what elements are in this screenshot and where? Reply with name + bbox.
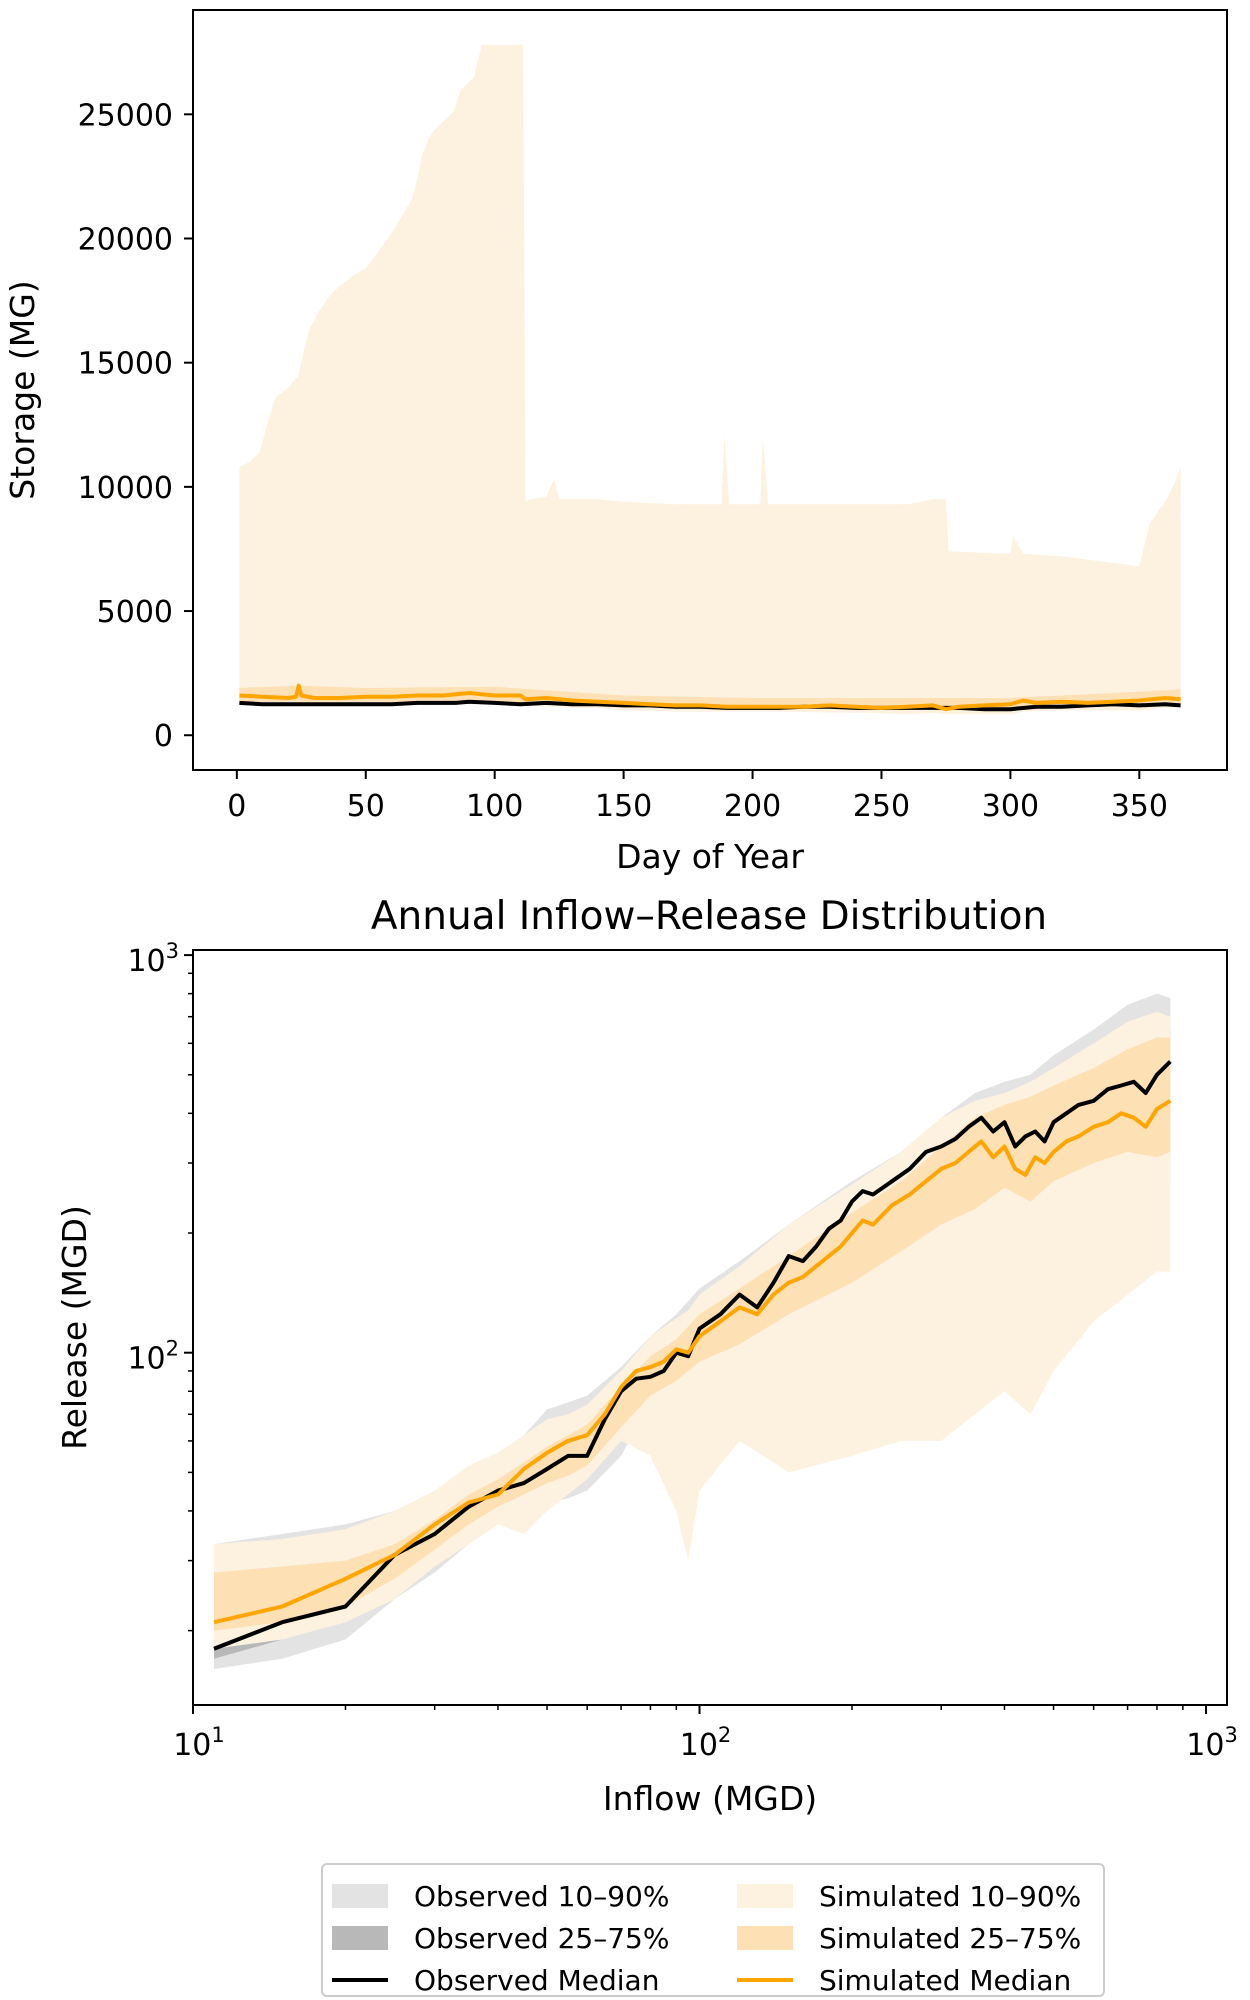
inflow-release-panel: Annual Inflow–Release Distribution 101 10… (55, 894, 1238, 1818)
x-tick-label: 103 (1186, 1723, 1238, 1763)
y-tick-label: 102 (127, 1337, 179, 1377)
legend-item: Observed Median (332, 1964, 659, 1997)
y-tick-label: 20000 (78, 222, 173, 257)
legend-item: Simulated 10–90% (737, 1880, 1081, 1913)
y-axis-label: Storage (MG) (3, 280, 42, 499)
legend-label: Observed 25–75% (414, 1922, 669, 1955)
x-tick-label: 300 (982, 789, 1039, 824)
legend-item: Observed 25–75% (332, 1922, 669, 1955)
x-tick-label: 0 (227, 789, 246, 824)
storage-panel: 0 50 100 150 200 250 300 350 0 5000 10000 15000 2000… (3, 9, 1228, 876)
legend-swatch (737, 1884, 793, 1908)
legend-swatch (332, 1926, 388, 1950)
x-tick-label: 102 (680, 1723, 732, 1763)
x-axis-label: Inflow (MGD) (603, 1779, 817, 1818)
legend-label: Simulated Median (819, 1964, 1071, 1997)
y-tick-label: 15000 (78, 347, 173, 382)
chart-title: Annual Inflow–Release Distribution (371, 894, 1047, 939)
x-tick-label: 101 (173, 1723, 225, 1763)
release-line-observed-median (213, 1060, 1172, 1651)
y-tick-label: 0 (154, 719, 173, 754)
x-tick-label: 350 (1111, 789, 1168, 824)
y-tick-label: 103 (127, 939, 179, 979)
x-tick-label: 200 (724, 789, 781, 824)
storage-band-simulated-10-90 (239, 44, 1181, 715)
release-band-simulated-25-75 (214, 1037, 1171, 1631)
x-axis-label: Day of Year (616, 837, 804, 876)
legend-item: Simulated 25–75% (737, 1922, 1081, 1955)
legend: Observed 10–90% Observed 25–75% Observed M… (321, 1863, 1105, 1997)
legend-item: Observed 10–90% (332, 1880, 669, 1913)
legend-label: Observed Median (414, 1964, 659, 1997)
x-tick-label: 100 (466, 789, 523, 824)
x-tick-label: 150 (595, 789, 652, 824)
legend-swatch (332, 1884, 388, 1908)
legend-label: Simulated 10–90% (819, 1880, 1081, 1913)
y-axis-label: Release (MGD) (55, 1205, 94, 1450)
x-tick-label: 250 (853, 789, 910, 824)
legend-label: Observed 10–90% (414, 1880, 669, 1913)
y-tick-label: 10000 (78, 471, 173, 506)
release-plot-frame (192, 949, 1228, 1706)
x-tick-label: 50 (347, 789, 385, 824)
y-tick-label: 25000 (78, 98, 173, 133)
storage-line-simulated-median (239, 683, 1181, 712)
release-line-simulated-median (213, 1099, 1172, 1625)
storage-plot-frame (192, 9, 1228, 771)
legend-item: Simulated Median (737, 1964, 1071, 1997)
legend-swatch (737, 1926, 793, 1950)
y-tick-label: 5000 (97, 595, 173, 630)
legend-frame (321, 1863, 1105, 1997)
legend-label: Simulated 25–75% (819, 1922, 1081, 1955)
